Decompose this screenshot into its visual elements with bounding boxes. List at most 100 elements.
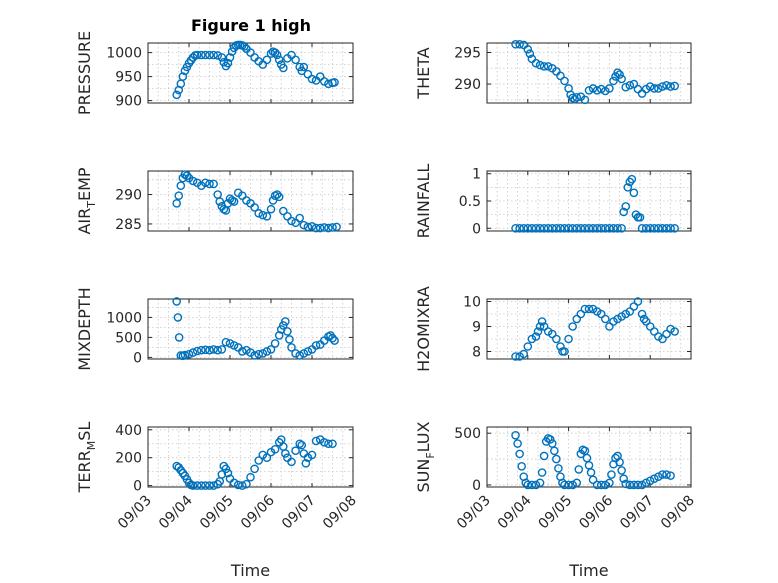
data-point: [527, 480, 537, 490]
data-point: [188, 481, 198, 490]
data-point: [324, 79, 333, 89]
data-point: [527, 223, 537, 233]
subplot-8: 0 500 09/03 09/04 09/05 09/06 09/07 09/08 Time SU…: [414, 421, 698, 580]
data-point: [556, 223, 565, 233]
y-tick-label: 295: [454, 45, 481, 61]
data-point: [188, 176, 198, 186]
data-point: [324, 223, 333, 233]
data-point: [662, 329, 671, 339]
data-point: [580, 304, 590, 314]
y-axis-label: AIRTEMP: [75, 167, 98, 234]
data-point: [287, 457, 296, 467]
data-point: [641, 317, 651, 326]
data-point: [515, 223, 524, 233]
data-point: [645, 476, 655, 486]
data-point: [262, 453, 272, 462]
data-point: [291, 55, 300, 65]
data-point: [254, 209, 264, 218]
data-point: [180, 350, 190, 360]
data-point: [658, 334, 667, 344]
data-point: [519, 349, 529, 359]
data-point: [564, 223, 573, 233]
data-point: [278, 63, 288, 73]
data-point: [254, 456, 264, 465]
data-point: [568, 223, 577, 233]
data-point: [637, 89, 647, 98]
data-point: [270, 445, 280, 454]
data-point: [172, 297, 181, 306]
data-point: [311, 436, 321, 446]
data-point: [539, 223, 549, 233]
data-point: [552, 454, 561, 464]
data-point: [278, 442, 288, 451]
data-point: [201, 345, 210, 355]
data-point: [205, 50, 214, 60]
data-point: [666, 471, 675, 480]
data-point: [580, 223, 590, 233]
data-point: [629, 79, 639, 89]
data-point: [649, 474, 659, 484]
data-point: [295, 213, 305, 223]
data-point: [649, 84, 659, 93]
data-point: [196, 481, 206, 490]
data-point: [601, 314, 610, 324]
data-point: [201, 50, 210, 60]
data-point: [223, 468, 233, 478]
data-point: [547, 223, 557, 233]
data-point: [258, 210, 268, 220]
data-point: [523, 342, 533, 351]
data-point: [262, 347, 272, 356]
data-point: [588, 84, 598, 93]
data-point: [556, 71, 565, 81]
data-point: [607, 470, 616, 479]
data-point: [303, 347, 313, 356]
data-point: [629, 480, 639, 490]
data-point: [201, 178, 210, 188]
axes-box: [486, 298, 692, 360]
y-tick-label: 0.5: [459, 194, 481, 210]
y-tick-label: 290: [115, 188, 142, 204]
data-point: [184, 349, 194, 359]
data-point: [523, 45, 533, 54]
y-tick-label: 8: [472, 345, 481, 361]
data-point: [601, 480, 610, 490]
data-point: [299, 220, 309, 230]
data-point: [637, 480, 647, 490]
data-point: [511, 39, 520, 49]
data-point: [596, 223, 606, 233]
y-tick-label: 400: [115, 423, 142, 439]
data-point: [281, 449, 290, 458]
data-point: [584, 86, 594, 95]
axes-box: [147, 298, 354, 360]
data-point: [662, 81, 671, 90]
data-point: [319, 336, 329, 345]
data-point: [539, 451, 549, 461]
data-point: [637, 309, 647, 319]
data-point: [552, 334, 561, 344]
subplot-4: 0 0.5 1 RAINFALL: [414, 164, 692, 238]
data-point: [537, 317, 547, 326]
data-point: [654, 472, 663, 481]
data-point: [254, 349, 264, 359]
data-point: [311, 341, 321, 350]
data-point: [596, 309, 606, 319]
axes-box: [147, 426, 354, 488]
data-point: [229, 341, 239, 350]
data-point: [531, 58, 541, 68]
data-point: [328, 439, 337, 449]
data-point: [601, 223, 610, 233]
data-point: [641, 478, 651, 488]
data-point: [658, 82, 667, 91]
y-tick-label: 0: [472, 221, 481, 237]
data-point: [328, 223, 337, 232]
data-point: [188, 348, 198, 357]
data-point: [281, 317, 290, 326]
data-point: [535, 478, 545, 488]
data-point: [584, 304, 594, 314]
data-point: [299, 62, 309, 72]
data-point: [215, 197, 225, 206]
data-point: [621, 479, 631, 489]
axes-box: [147, 170, 354, 232]
y-tick-label: 0: [133, 350, 142, 366]
